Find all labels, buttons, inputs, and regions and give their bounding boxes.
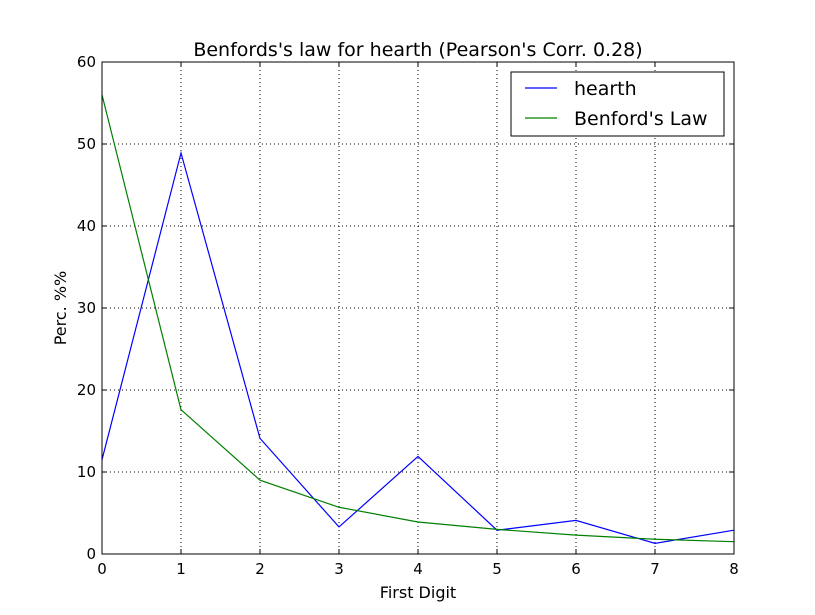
y-tick-label: 20: [77, 381, 96, 399]
y-tick-label: 0: [86, 545, 96, 563]
series-line-benfords-law: [101, 94, 735, 543]
chart-title: Benfords's law for hearth (Pearson's Cor…: [193, 39, 642, 61]
y-tick-label: 60: [77, 53, 96, 71]
axis-ticks: 0 1 2 3 4 5 6 7 8 0 10 20 30 40 50 60: [77, 53, 739, 578]
y-tick-label: 10: [77, 463, 96, 481]
x-tick-label: 8: [729, 560, 739, 578]
legend-label: hearth: [574, 78, 637, 100]
legend: hearth Benford's Law: [510, 71, 725, 137]
series-line-hearth: [101, 150, 735, 544]
x-tick-label: 0: [97, 560, 107, 578]
x-tick-label: 3: [334, 560, 344, 578]
x-tick-label: 4: [413, 560, 423, 578]
plot-series: [101, 94, 735, 544]
x-tick-label: 1: [176, 560, 186, 578]
legend-label: Benford's Law: [574, 108, 708, 130]
y-tick-label: 30: [77, 299, 96, 317]
y-tick-label: 40: [77, 217, 96, 235]
x-tick-label: 5: [492, 560, 502, 578]
x-tick-label: 6: [571, 560, 581, 578]
x-tick-label: 7: [650, 560, 660, 578]
x-tick-label: 2: [255, 560, 265, 578]
y-axis-label: Perc. %%: [51, 271, 70, 346]
legend-frame: [510, 71, 725, 137]
x-axis-label: First Digit: [380, 583, 456, 602]
y-tick-label: 50: [77, 135, 96, 153]
